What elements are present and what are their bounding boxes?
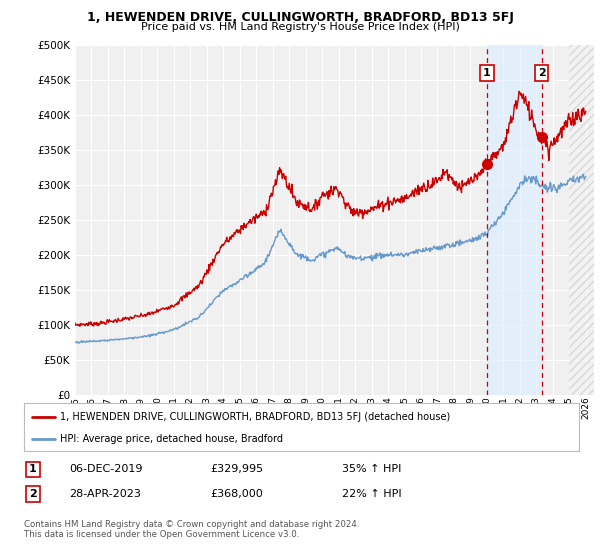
Bar — [487, 45, 542, 395]
Text: 1, HEWENDEN DRIVE, CULLINGWORTH, BRADFORD, BD13 5FJ: 1, HEWENDEN DRIVE, CULLINGWORTH, BRADFOR… — [86, 11, 514, 24]
Text: Price paid vs. HM Land Registry's House Price Index (HPI): Price paid vs. HM Land Registry's House … — [140, 22, 460, 32]
Bar — [569, 45, 594, 395]
Text: £368,000: £368,000 — [210, 489, 263, 499]
Text: 1: 1 — [29, 464, 37, 474]
Text: 2: 2 — [538, 68, 545, 78]
Bar — [569, 45, 594, 395]
Text: 1: 1 — [483, 68, 491, 78]
Text: 28-APR-2023: 28-APR-2023 — [69, 489, 141, 499]
Text: Contains HM Land Registry data © Crown copyright and database right 2024.
This d: Contains HM Land Registry data © Crown c… — [24, 520, 359, 539]
Text: HPI: Average price, detached house, Bradford: HPI: Average price, detached house, Brad… — [60, 434, 283, 444]
Text: 06-DEC-2019: 06-DEC-2019 — [69, 464, 143, 474]
Text: £329,995: £329,995 — [210, 464, 263, 474]
Text: 2: 2 — [29, 489, 37, 499]
Text: 35% ↑ HPI: 35% ↑ HPI — [342, 464, 401, 474]
Text: 22% ↑ HPI: 22% ↑ HPI — [342, 489, 401, 499]
Text: 1, HEWENDEN DRIVE, CULLINGWORTH, BRADFORD, BD13 5FJ (detached house): 1, HEWENDEN DRIVE, CULLINGWORTH, BRADFOR… — [60, 412, 451, 422]
